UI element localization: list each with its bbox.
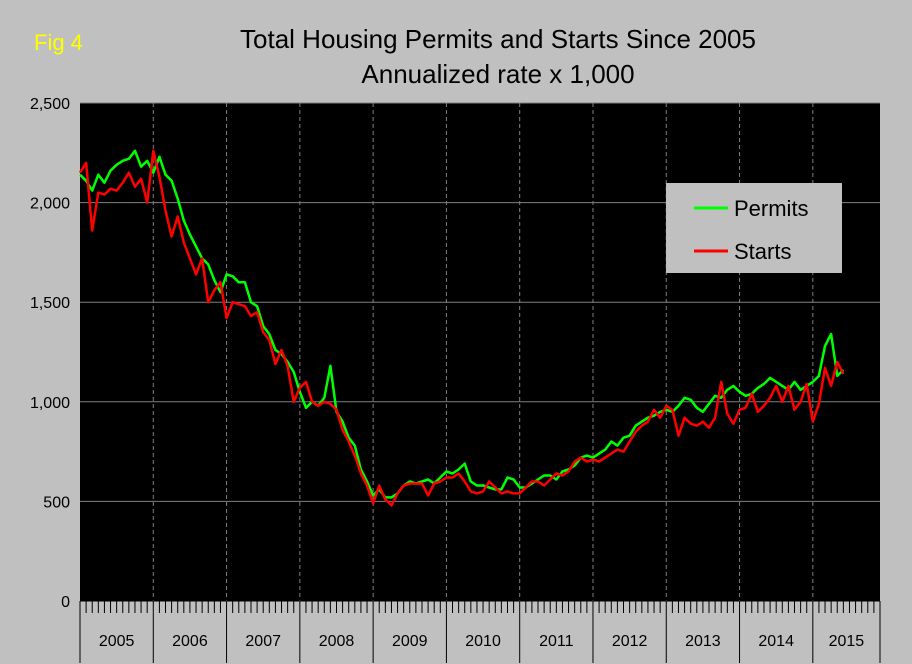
- series-line-permits: [79, 149, 845, 499]
- x-year-label: 2014: [758, 633, 794, 650]
- year-separators: [152, 103, 814, 601]
- x-year-label: 2013: [685, 633, 721, 650]
- legend-label-starts: Starts: [734, 239, 791, 264]
- x-year-label: 2011: [539, 633, 574, 650]
- x-year-label: 2009: [392, 633, 428, 650]
- x-year-label: 2010: [465, 633, 501, 650]
- x-year-label: 2007: [245, 633, 281, 650]
- x-year-label: 2012: [612, 633, 648, 650]
- y-tick-label: 500: [43, 494, 70, 511]
- x-year-label: 2015: [829, 633, 865, 650]
- y-tick-label: 2,500: [30, 96, 70, 113]
- chart-subtitle: Annualized rate x 1,000: [361, 59, 634, 89]
- x-year-label: 2008: [319, 633, 355, 650]
- x-axis: 2005 2006 2007 2008 2009 2010 2011 2012 2013 2014…: [79, 600, 881, 663]
- y-tick-label: 1,500: [30, 295, 70, 312]
- legend-box: [666, 183, 842, 273]
- gridlines: [80, 102, 880, 502]
- legend-label-permits: Permits: [734, 196, 809, 221]
- legend: Permits Starts: [666, 183, 842, 273]
- y-tick-label: 1,000: [30, 395, 70, 412]
- figure-label: Fig 4: [34, 30, 83, 55]
- x-year-label: 2005: [99, 633, 135, 650]
- x-year-label: 2006: [172, 633, 208, 650]
- series-group: [78, 149, 845, 507]
- series-line-starts: [78, 149, 845, 507]
- y-tick-label: 2,000: [30, 196, 70, 213]
- plot-area: [80, 103, 880, 601]
- chart-title: Total Housing Permits and Starts Since 2…: [240, 24, 756, 54]
- y-axis: 0 500 1,000 1,500 2,000 2,500: [30, 96, 70, 611]
- y-tick-label: 0: [61, 594, 70, 611]
